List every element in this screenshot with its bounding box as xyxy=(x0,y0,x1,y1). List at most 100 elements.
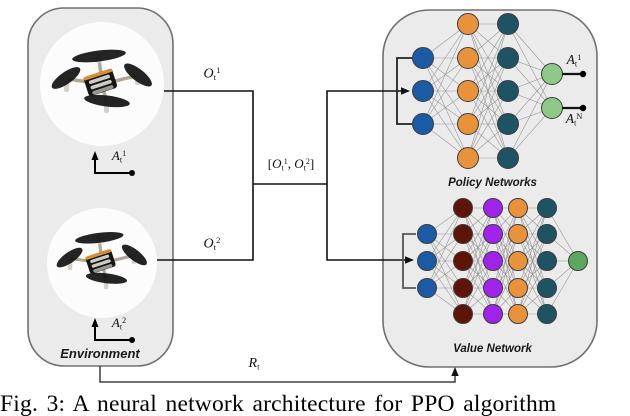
policy-network-node-hidden-2 xyxy=(497,47,519,69)
math-segment: t xyxy=(303,163,306,173)
policy-network-edge xyxy=(422,57,469,159)
policy-network-edge xyxy=(507,73,553,125)
math-segment: t xyxy=(119,322,123,332)
value-network-node-input xyxy=(417,224,437,244)
math-segment: t xyxy=(213,241,217,252)
value-network-edge xyxy=(517,233,548,315)
policy-network-node-hidden-2 xyxy=(497,147,519,169)
policy-input-bracket xyxy=(396,57,412,125)
observation-connector xyxy=(157,90,254,261)
action-axis-2-dot xyxy=(129,337,135,343)
policy-network-edge xyxy=(422,57,469,125)
value-network-node-hidden-4 xyxy=(537,198,557,218)
distribution-connector xyxy=(326,90,406,261)
math-segment: ] xyxy=(309,156,315,171)
policy-network-node-hidden-1 xyxy=(457,13,479,35)
action-out-last-label: AtN xyxy=(555,111,593,128)
math-segment: t xyxy=(257,361,260,372)
policy-network-edge xyxy=(422,23,469,125)
policy-network-edge xyxy=(507,73,553,159)
math-segment: A xyxy=(565,111,574,126)
policy-network-edge xyxy=(467,90,509,159)
math-segment: 1 xyxy=(283,156,288,166)
action-env-2-label: At2 xyxy=(101,316,137,332)
value-network-node-hidden-3 xyxy=(508,198,528,218)
value-network-node-hidden-4 xyxy=(537,251,557,271)
value-network-node-output xyxy=(568,251,588,271)
math-segment: A xyxy=(566,52,575,67)
value-network-edge xyxy=(517,207,548,262)
math-segment: t xyxy=(119,155,123,165)
value-network-node-hidden-3 xyxy=(508,278,528,298)
policy-network-title: Policy Networks xyxy=(448,177,537,189)
math-segment: t xyxy=(213,71,217,82)
value-network-node-hidden-2 xyxy=(483,198,503,218)
value-network-edge xyxy=(492,233,519,315)
value-network-edge xyxy=(517,207,548,289)
action-env-1-label: At1 xyxy=(101,149,137,165)
value-network-node-hidden-3 xyxy=(508,224,528,244)
value-network-node-hidden-1 xyxy=(453,224,473,244)
value-network-node-hidden-4 xyxy=(537,304,557,324)
math-segment: O xyxy=(203,236,214,252)
policy-network-node-hidden-1 xyxy=(457,47,479,69)
value-network-edge xyxy=(517,260,548,315)
value-network-edge xyxy=(462,233,494,315)
math-segment: N xyxy=(576,111,583,121)
policy-network-node-input xyxy=(412,47,434,69)
reward-label: Rt xyxy=(234,356,274,372)
reward-arrowhead xyxy=(451,367,459,376)
value-network-edge xyxy=(426,233,464,289)
concat-obs-label: [Ot1, Ot2] xyxy=(250,157,332,173)
math-segment: A xyxy=(111,148,120,163)
action-output-dot-N xyxy=(579,104,587,112)
value-network-node-hidden-2 xyxy=(483,304,503,324)
policy-network-node-hidden-2 xyxy=(497,13,519,35)
obs-1-label: Ot1 xyxy=(186,65,238,82)
action-out-first-label: At1 xyxy=(555,52,593,69)
value-network-node-input xyxy=(417,251,437,271)
value-network-node-hidden-2 xyxy=(483,251,503,271)
policy-network-edge xyxy=(507,57,553,109)
value-network-edge xyxy=(426,207,464,289)
policy-network-edge xyxy=(467,23,509,92)
math-segment: 2 xyxy=(305,156,310,166)
value-network-title: Value Network xyxy=(453,343,532,355)
policy-network-node-hidden-2 xyxy=(497,113,519,135)
value-network-edge xyxy=(462,207,494,289)
value-network-node-hidden-1 xyxy=(453,304,473,324)
value-network-node-hidden-1 xyxy=(453,278,473,298)
value-network-edge xyxy=(426,260,464,315)
math-segment: 2 xyxy=(122,315,127,325)
action-axis-1 xyxy=(94,159,132,174)
value-network-node-hidden-4 xyxy=(537,224,557,244)
action-axis-2 xyxy=(94,326,132,341)
math-segment: 1 xyxy=(122,148,127,158)
value-network-edge xyxy=(426,207,464,262)
policy-network-edge xyxy=(507,107,553,159)
policy-network-node-hidden-1 xyxy=(457,80,479,102)
value-network-edge xyxy=(492,207,519,289)
policy-network-node-input xyxy=(412,113,434,135)
value-input-arrowhead xyxy=(405,256,414,264)
value-network-node-hidden-1 xyxy=(453,198,473,218)
policy-network-node-hidden-2 xyxy=(497,80,519,102)
value-network-node-hidden-2 xyxy=(483,278,503,298)
math-segment: 1 xyxy=(216,65,221,75)
math-segment: t xyxy=(574,59,578,69)
math-segment: [ xyxy=(267,156,273,171)
figure-caption: Fig. 3: A neural network architecture fo… xyxy=(0,391,557,416)
value-network-node-input xyxy=(417,278,437,298)
math-segment: , xyxy=(287,156,295,171)
math-segment: t xyxy=(281,163,284,173)
policy-network-node-hidden-1 xyxy=(457,113,479,135)
environment-title: Environment xyxy=(60,346,140,361)
math-segment: A xyxy=(111,315,120,330)
reward-connector xyxy=(99,366,456,383)
math-segment: t xyxy=(573,118,577,128)
math-segment: 1 xyxy=(577,52,582,62)
value-network-edge xyxy=(462,207,494,262)
obs-2-label: Ot2 xyxy=(186,235,238,252)
